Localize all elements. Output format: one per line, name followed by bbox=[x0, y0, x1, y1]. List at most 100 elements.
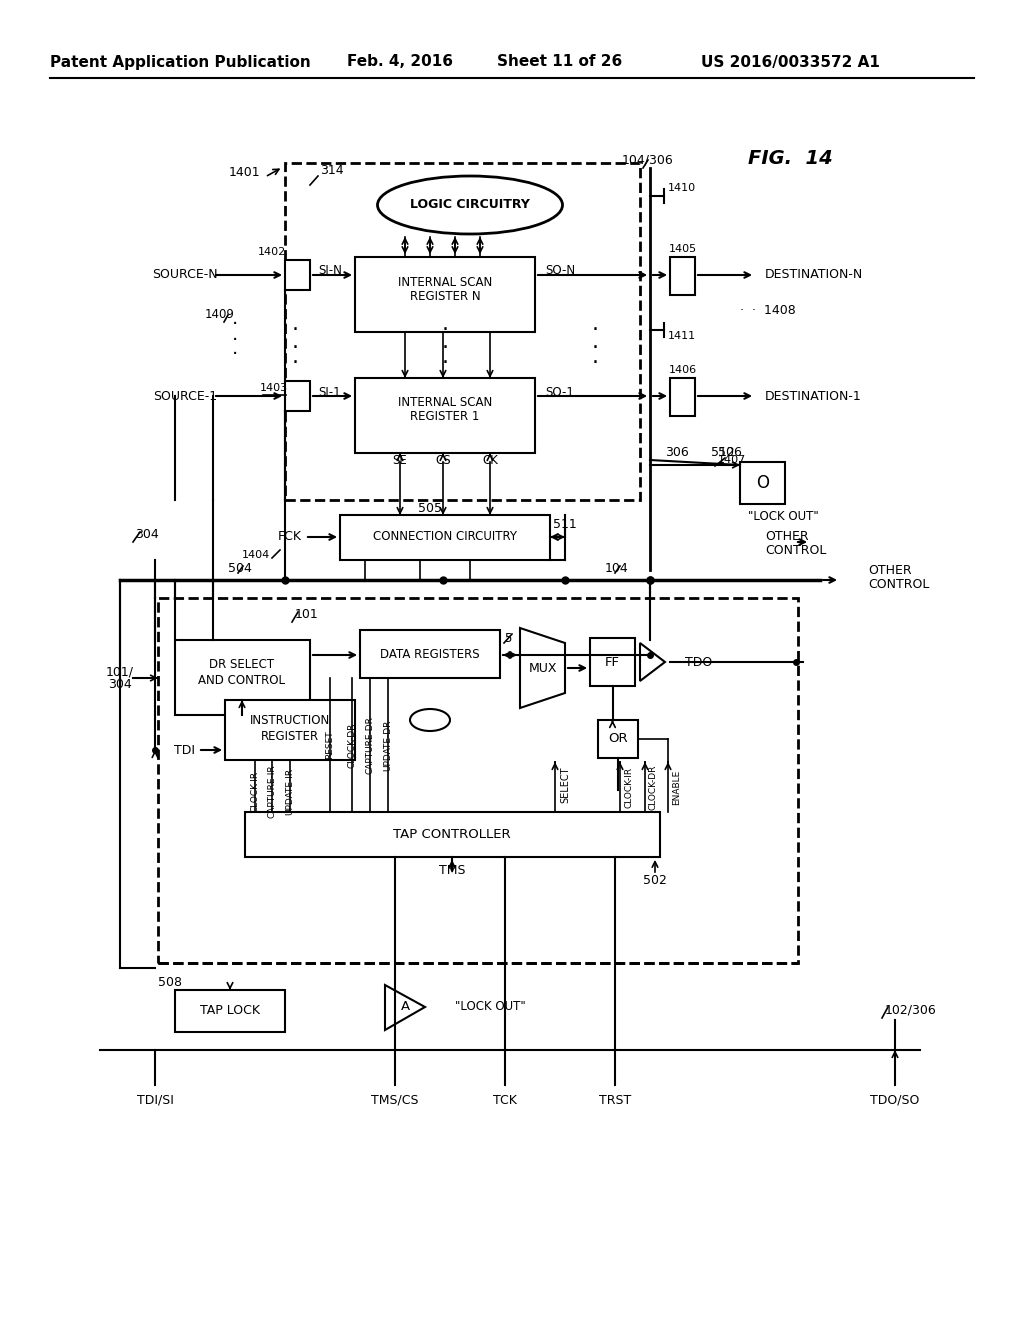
Text: TDO: TDO bbox=[685, 656, 713, 668]
Text: 101: 101 bbox=[295, 609, 318, 622]
Text: ·: · bbox=[292, 338, 299, 358]
Text: ·: · bbox=[231, 315, 239, 334]
Bar bbox=[158, 598, 798, 964]
Text: ·: · bbox=[592, 319, 598, 341]
Text: ·: · bbox=[441, 352, 449, 374]
Text: CLOCK-IR: CLOCK-IR bbox=[251, 771, 259, 812]
Text: UPDATE-DR: UPDATE-DR bbox=[384, 719, 392, 771]
Text: 508: 508 bbox=[158, 977, 182, 990]
Bar bbox=[245, 812, 660, 857]
Text: SOURCE-N: SOURCE-N bbox=[153, 268, 218, 281]
Text: DR SELECT: DR SELECT bbox=[210, 659, 274, 672]
Text: INTERNAL SCAN: INTERNAL SCAN bbox=[398, 396, 493, 409]
Text: 104: 104 bbox=[605, 561, 629, 574]
Text: SELECT: SELECT bbox=[560, 767, 570, 804]
Text: Feb. 4, 2016: Feb. 4, 2016 bbox=[347, 54, 453, 70]
Text: 1410: 1410 bbox=[668, 183, 696, 193]
Text: 1404: 1404 bbox=[242, 550, 270, 560]
Text: TAP CONTROLLER: TAP CONTROLLER bbox=[393, 828, 511, 841]
Text: TDI/SI: TDI/SI bbox=[136, 1093, 173, 1106]
Bar bbox=[590, 638, 635, 686]
Text: CONTROL: CONTROL bbox=[765, 544, 826, 557]
Text: ENABLE: ENABLE bbox=[672, 770, 681, 805]
Text: INTERNAL SCAN: INTERNAL SCAN bbox=[398, 276, 493, 289]
Text: CLOCK-IR: CLOCK-IR bbox=[624, 767, 633, 808]
Text: CAPTURE-DR: CAPTURE-DR bbox=[366, 715, 375, 774]
Text: 104/306: 104/306 bbox=[623, 153, 674, 166]
Text: 506: 506 bbox=[718, 446, 741, 458]
Text: MUX: MUX bbox=[528, 661, 557, 675]
Text: 502: 502 bbox=[643, 874, 667, 887]
Text: 102/306: 102/306 bbox=[885, 1003, 937, 1016]
Text: ·: · bbox=[592, 352, 598, 374]
Ellipse shape bbox=[410, 709, 450, 731]
Text: A: A bbox=[400, 1001, 410, 1014]
Text: Sheet 11 of 26: Sheet 11 of 26 bbox=[498, 54, 623, 70]
Text: ·: · bbox=[231, 346, 239, 364]
Text: OTHER: OTHER bbox=[868, 564, 911, 577]
Bar bbox=[598, 719, 638, 758]
Text: ·: · bbox=[292, 352, 299, 374]
Text: CONNECTION CIRCUITRY: CONNECTION CIRCUITRY bbox=[373, 531, 517, 544]
Text: UPDATE-IR: UPDATE-IR bbox=[286, 767, 295, 814]
Text: DATA REGISTERS: DATA REGISTERS bbox=[380, 648, 480, 660]
Bar bbox=[225, 700, 355, 760]
Text: CLOCK-DR: CLOCK-DR bbox=[347, 722, 356, 768]
Text: FF: FF bbox=[605, 656, 620, 668]
Text: 306: 306 bbox=[665, 446, 689, 458]
Text: 1411: 1411 bbox=[668, 331, 696, 341]
Text: 1403: 1403 bbox=[260, 383, 288, 393]
Text: 511: 511 bbox=[553, 519, 577, 532]
Text: O: O bbox=[756, 474, 769, 492]
Bar bbox=[340, 515, 550, 560]
Text: FCK: FCK bbox=[278, 531, 302, 544]
Text: 512: 512 bbox=[712, 446, 735, 458]
Text: 5: 5 bbox=[504, 631, 512, 644]
Polygon shape bbox=[640, 643, 665, 681]
Text: SO-1: SO-1 bbox=[546, 385, 574, 399]
Text: 1406: 1406 bbox=[669, 366, 696, 375]
Text: ·: · bbox=[292, 319, 299, 341]
Ellipse shape bbox=[378, 176, 562, 234]
Text: "LOCK OUT": "LOCK OUT" bbox=[455, 1001, 525, 1014]
Text: US 2016/0033572 A1: US 2016/0033572 A1 bbox=[700, 54, 880, 70]
Bar bbox=[670, 378, 695, 416]
Text: 1401: 1401 bbox=[228, 165, 260, 178]
Text: REGISTER: REGISTER bbox=[261, 730, 319, 742]
Text: "LOCK OUT": "LOCK OUT" bbox=[748, 510, 819, 523]
Text: TMS/CS: TMS/CS bbox=[372, 1093, 419, 1106]
Text: CK: CK bbox=[482, 454, 498, 466]
Bar bbox=[285, 260, 310, 290]
Text: 505: 505 bbox=[418, 502, 442, 515]
Text: 1407: 1407 bbox=[718, 455, 746, 465]
Polygon shape bbox=[520, 628, 565, 708]
Text: 1402: 1402 bbox=[258, 247, 286, 257]
Text: Patent Application Publication: Patent Application Publication bbox=[49, 54, 310, 70]
Text: OTHER: OTHER bbox=[765, 529, 809, 543]
Text: INSTRUCTION: INSTRUCTION bbox=[250, 714, 330, 726]
Text: 314: 314 bbox=[319, 164, 344, 177]
Text: CONTROL: CONTROL bbox=[868, 578, 930, 590]
Text: FIG.  14: FIG. 14 bbox=[748, 149, 833, 168]
Text: CLOCK-DR: CLOCK-DR bbox=[649, 764, 658, 809]
Bar bbox=[285, 381, 310, 411]
Text: DESTINATION-1: DESTINATION-1 bbox=[765, 389, 862, 403]
Text: OR: OR bbox=[608, 733, 628, 746]
Bar bbox=[175, 640, 310, 715]
Bar bbox=[285, 162, 640, 500]
Text: SE: SE bbox=[392, 454, 408, 466]
Text: 304: 304 bbox=[135, 528, 159, 541]
Text: ·: · bbox=[441, 319, 449, 341]
Text: SI-1: SI-1 bbox=[318, 385, 341, 399]
Text: ·: · bbox=[231, 330, 239, 350]
Text: ·  ·  1408: · · 1408 bbox=[740, 304, 796, 317]
Text: REGISTER N: REGISTER N bbox=[410, 290, 480, 304]
Text: LOGIC CIRCUITRY: LOGIC CIRCUITRY bbox=[410, 198, 530, 211]
Text: SOURCE-1: SOURCE-1 bbox=[153, 389, 217, 403]
Text: TRST: TRST bbox=[599, 1093, 631, 1106]
Text: 1405: 1405 bbox=[669, 244, 696, 253]
Text: CS: CS bbox=[435, 454, 451, 466]
Text: 101/: 101/ bbox=[106, 665, 134, 678]
Bar bbox=[670, 257, 695, 294]
Text: 504: 504 bbox=[228, 561, 252, 574]
